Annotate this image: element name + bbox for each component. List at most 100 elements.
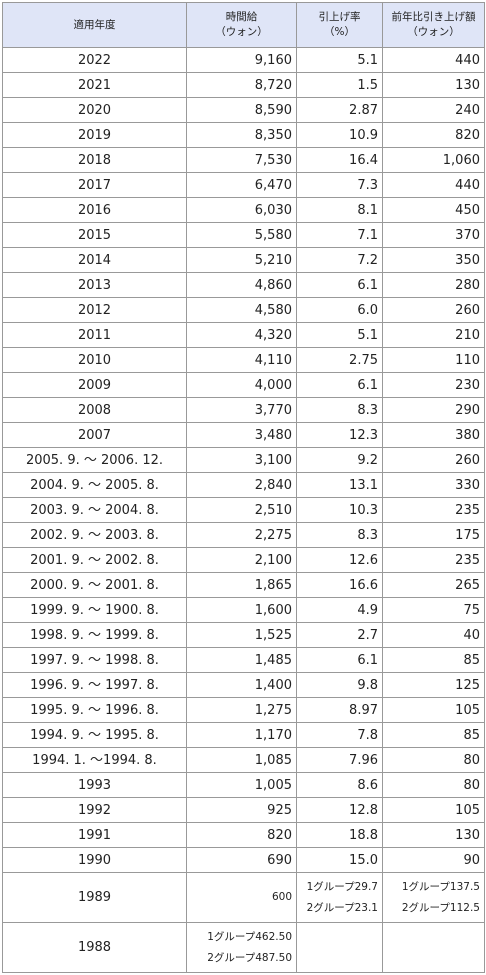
cell-increase: 280 <box>382 272 485 298</box>
cell-rate: 10.9 <box>296 122 383 148</box>
table-row: 2000. 9. ～ 2001. 8. 1,865 16.6 265 <box>2 572 485 598</box>
cell-wage: 4,110 <box>186 347 297 373</box>
cell-year: 2003. 9. ～ 2004. 8. <box>2 497 187 523</box>
table-row: 1998. 9. ～ 1999. 8. 1,525 2.7 40 <box>2 622 485 648</box>
cell-rate: 7.1 <box>296 222 383 248</box>
cell-wage: 4,580 <box>186 297 297 323</box>
table-row: 1999. 9. ～ 1900. 8. 1,600 4.9 75 <box>2 597 485 623</box>
cell-rate <box>296 922 383 973</box>
table-row: 2007 3,480 12.3 380 <box>2 422 485 448</box>
cell-increase: 260 <box>382 297 485 323</box>
cell-rate: 8.6 <box>296 772 383 798</box>
cell-year: 1988 <box>2 922 187 973</box>
cell-rate: 6.1 <box>296 372 383 398</box>
cell-increase <box>382 922 485 973</box>
table-row: 2019 8,350 10.9 820 <box>2 122 485 148</box>
cell-year: 1989 <box>2 872 187 923</box>
cell-year: 1994. 9. ～ 1995. 8. <box>2 722 187 748</box>
cell-rate: 6.1 <box>296 647 383 673</box>
table-row: 2004. 9. ～ 2005. 8. 2,840 13.1 330 <box>2 472 485 498</box>
cell-wage: 820 <box>186 822 297 848</box>
cell-rate: 8.3 <box>296 522 383 548</box>
cell-increase: 80 <box>382 747 485 773</box>
cell-year: 2009 <box>2 372 187 398</box>
cell-year: 2015 <box>2 222 187 248</box>
cell-increase: 240 <box>382 97 485 123</box>
cell-wage: 2,510 <box>186 497 297 523</box>
cell-increase: 105 <box>382 797 485 823</box>
cell-wage: 5,580 <box>186 222 297 248</box>
cell-rate: 2.7 <box>296 622 383 648</box>
cell-year: 1990 <box>2 847 187 873</box>
cell-wage: 600 <box>186 872 297 923</box>
cell-rate: 6.1 <box>296 272 383 298</box>
table-row: 2021 8,720 1.5 130 <box>2 72 485 98</box>
cell-rate: 7.2 <box>296 247 383 273</box>
table-row: 2001. 9. ～ 2002. 8. 2,100 12.6 235 <box>2 547 485 573</box>
cell-rate: 1.5 <box>296 72 383 98</box>
cell-wage: 8,590 <box>186 97 297 123</box>
header-hourly-wage: 時間給 （ウォン） <box>186 2 297 48</box>
cell-year: 1997. 9. ～ 1998. 8. <box>2 647 187 673</box>
cell-year: 2001. 9. ～ 2002. 8. <box>2 547 187 573</box>
cell-wage: 1,085 <box>186 747 297 773</box>
cell-rate: 18.8 <box>296 822 383 848</box>
cell-wage: 1,275 <box>186 697 297 723</box>
cell-increase: 85 <box>382 722 485 748</box>
cell-wage: 1,525 <box>186 622 297 648</box>
cell-rate: 2.87 <box>296 97 383 123</box>
table-row: 2002. 9. ～ 2003. 8. 2,275 8.3 175 <box>2 522 485 548</box>
table-row: 2003. 9. ～ 2004. 8. 2,510 10.3 235 <box>2 497 485 523</box>
header-yoy-increase: 前年比引き上げ額 （ウォン） <box>382 2 485 48</box>
cell-wage: 9,160 <box>186 47 297 73</box>
table-header-row: 適用年度 時間給 （ウォン） 引上げ率 （%） 前年比引き上げ額 （ウォン） <box>2 2 485 48</box>
table-row-1988: 1988 1グループ462.50 2グループ487.50 <box>2 922 485 973</box>
cell-rate: 7.3 <box>296 172 383 198</box>
cell-increase: 130 <box>382 822 485 848</box>
cell-wage: 8,350 <box>186 122 297 148</box>
table-row: 2015 5,580 7.1 370 <box>2 222 485 248</box>
cell-year: 2002. 9. ～ 2003. 8. <box>2 522 187 548</box>
cell-wage: 6,470 <box>186 172 297 198</box>
cell-wage: 2,275 <box>186 522 297 548</box>
cell-rate: 13.1 <box>296 472 383 498</box>
cell-wage: 1,865 <box>186 572 297 598</box>
cell-increase: 370 <box>382 222 485 248</box>
cell-wage: 3,770 <box>186 397 297 423</box>
cell-rate: 5.1 <box>296 322 383 348</box>
cell-increase: 440 <box>382 172 485 198</box>
cell-year: 2007 <box>2 422 187 448</box>
table-row: 2018 7,530 16.4 1,060 <box>2 147 485 173</box>
cell-wage: 690 <box>186 847 297 873</box>
cell-rate: 12.6 <box>296 547 383 573</box>
cell-wage: 7,530 <box>186 147 297 173</box>
cell-year: 2004. 9. ～ 2005. 8. <box>2 472 187 498</box>
cell-wage: 1グループ462.50 2グループ487.50 <box>186 922 297 973</box>
cell-year: 1995. 9. ～ 1996. 8. <box>2 697 187 723</box>
cell-year: 1998. 9. ～ 1999. 8. <box>2 622 187 648</box>
cell-year: 2018 <box>2 147 187 173</box>
cell-year: 1994. 1. ～1994. 8. <box>2 747 187 773</box>
cell-increase: 290 <box>382 397 485 423</box>
cell-rate: 4.9 <box>296 597 383 623</box>
cell-rate: 8.3 <box>296 397 383 423</box>
cell-rate: 15.0 <box>296 847 383 873</box>
cell-year: 2014 <box>2 247 187 273</box>
cell-year: 2021 <box>2 72 187 98</box>
table-row: 2017 6,470 7.3 440 <box>2 172 485 198</box>
cell-year: 2010 <box>2 347 187 373</box>
table-row: 1994. 1. ～1994. 8. 1,085 7.96 80 <box>2 747 485 773</box>
cell-wage: 2,100 <box>186 547 297 573</box>
table-row: 1997. 9. ～ 1998. 8. 1,485 6.1 85 <box>2 647 485 673</box>
table-row: 2022 9,160 5.1 440 <box>2 47 485 73</box>
cell-year: 2017 <box>2 172 187 198</box>
cell-increase: 90 <box>382 847 485 873</box>
cell-increase: 330 <box>382 472 485 498</box>
cell-year: 1996. 9. ～ 1997. 8. <box>2 672 187 698</box>
table-row: 1992 925 12.8 105 <box>2 797 485 823</box>
cell-increase: 110 <box>382 347 485 373</box>
cell-wage: 5,210 <box>186 247 297 273</box>
cell-rate: 8.97 <box>296 697 383 723</box>
cell-year: 2020 <box>2 97 187 123</box>
